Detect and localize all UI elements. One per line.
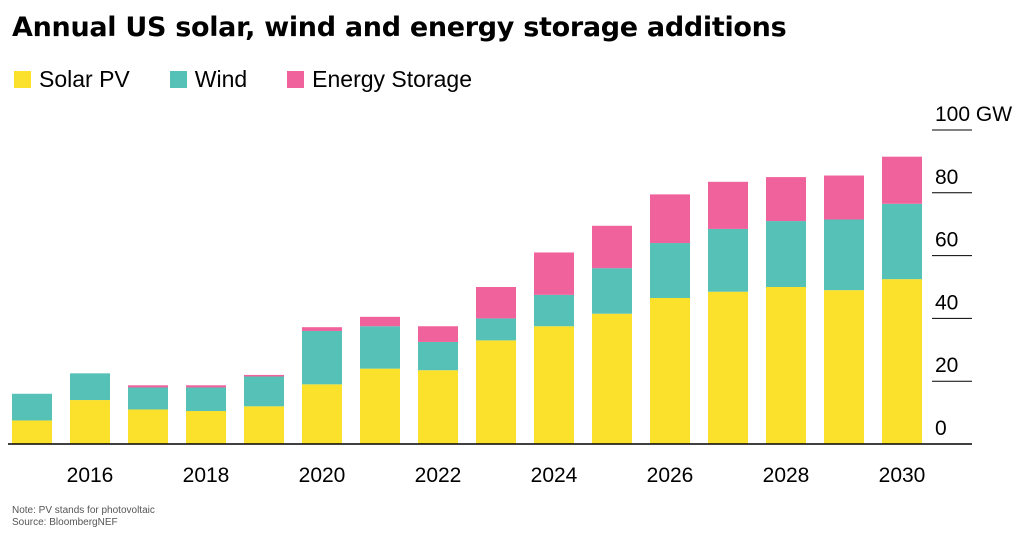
source-text: Source: BloombergNEF — [12, 517, 118, 528]
bar-segment — [418, 370, 458, 444]
legend-swatch-storage — [287, 71, 305, 88]
legend-swatch-solar — [14, 71, 31, 88]
x-tick-label: 2022 — [415, 464, 462, 487]
bar-segment — [650, 243, 690, 298]
x-tick-label: 2024 — [531, 464, 578, 487]
y-tick-label: 0 — [935, 417, 947, 440]
bar-segment — [70, 400, 110, 444]
bar-segment — [882, 156, 922, 204]
legend: Solar PV Wind Energy Storage — [14, 66, 512, 93]
legend-item-storage: Energy Storage — [287, 66, 472, 93]
bar-segment — [186, 411, 226, 444]
bar-segment — [360, 368, 400, 444]
bar-segment — [708, 291, 748, 444]
bar-segment — [186, 387, 226, 412]
bar-segment — [476, 340, 516, 444]
legend-swatch-wind — [169, 71, 187, 88]
bar-segment — [12, 420, 52, 444]
x-tick-label: 2028 — [763, 464, 810, 487]
bar-segment — [244, 374, 284, 377]
y-tick-label: 60 — [935, 229, 958, 252]
bar-segment — [766, 221, 806, 287]
bar-segment — [708, 228, 748, 292]
bar-segment — [824, 219, 864, 291]
bar-segment — [882, 203, 922, 280]
bar-segment — [476, 287, 516, 319]
bar-segment — [12, 393, 52, 421]
bar-segment — [418, 341, 458, 371]
bar-segment — [476, 318, 516, 341]
bar-segment — [418, 326, 458, 342]
x-tick-label: 2018 — [183, 464, 230, 487]
legend-item-solar: Solar PV — [14, 66, 130, 93]
bar-segment — [128, 387, 168, 410]
bar-segment — [534, 294, 574, 327]
bar-segment — [360, 316, 400, 327]
x-tick-label: 2030 — [879, 464, 926, 487]
bar-segment — [592, 268, 632, 314]
y-tick-label: 100 GW — [935, 103, 1012, 126]
bar-segment — [302, 330, 342, 385]
bar-segment — [592, 225, 632, 269]
note-text: Note: PV stands for photovoltaic — [12, 505, 155, 516]
bar-segment — [650, 297, 690, 444]
legend-label-solar: Solar PV — [39, 66, 130, 92]
y-tick-label: 40 — [935, 291, 958, 314]
bar-segment — [244, 406, 284, 444]
bar-segment — [708, 181, 748, 229]
bar-segment — [70, 373, 110, 401]
bar-segment — [186, 385, 226, 388]
y-tick-label: 80 — [935, 166, 958, 189]
bar-segment — [882, 279, 922, 444]
legend-label-wind: Wind — [194, 66, 248, 92]
bar-segment — [766, 177, 806, 222]
x-tick-label: 2026 — [647, 464, 694, 487]
bar-segment — [244, 376, 284, 407]
bar-segment — [360, 326, 400, 369]
chart-title: Annual US solar, wind and energy storage… — [12, 12, 787, 43]
bar-segment — [128, 385, 168, 388]
bar-segment — [534, 252, 574, 295]
bar-segment — [534, 326, 574, 444]
x-tick-label: 2020 — [299, 464, 346, 487]
footnotes: Note: PV stands for photovoltaic Source:… — [12, 505, 155, 529]
bar-segment — [766, 287, 806, 444]
bar-segment — [302, 384, 342, 444]
legend-label-storage: Energy Storage — [312, 66, 472, 92]
bar-segment — [592, 313, 632, 444]
bar-segment — [650, 194, 690, 244]
bar-segment — [824, 175, 864, 220]
bar-segment — [128, 409, 168, 444]
legend-item-wind: Wind — [169, 66, 248, 93]
bar-segment — [824, 290, 864, 444]
bar-segment — [302, 327, 342, 331]
y-tick-label: 20 — [935, 354, 958, 377]
x-tick-label: 2016 — [67, 464, 114, 487]
